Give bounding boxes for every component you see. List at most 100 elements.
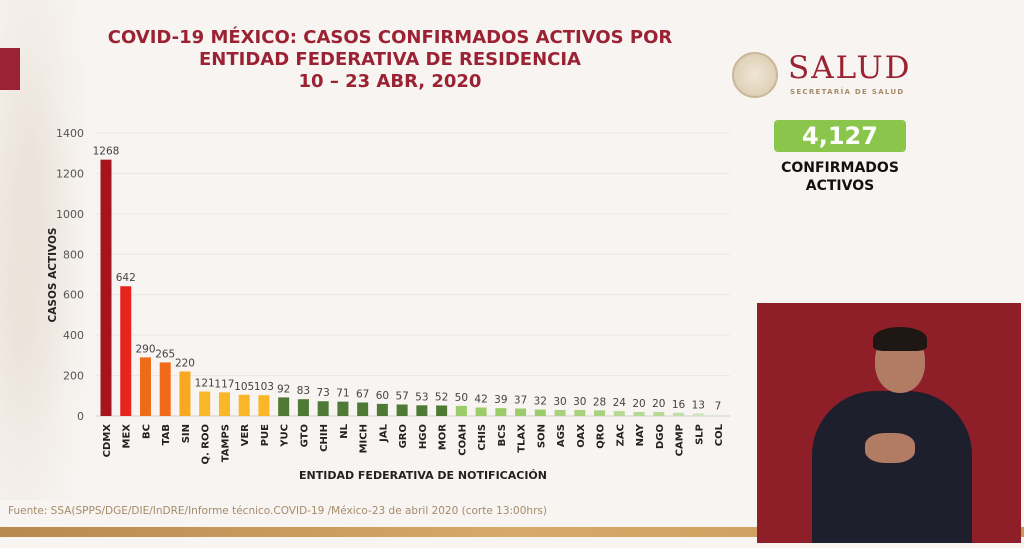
x-axis-label: ENTIDAD FEDERATIVA DE NOTIFICACIÓN	[299, 469, 547, 482]
x-tick-label: NL	[339, 423, 350, 438]
y-tick-label: 1000	[56, 208, 84, 221]
x-tick-label: ZAC	[615, 424, 626, 446]
bar-gto	[297, 399, 309, 416]
x-tick-label: GTO	[299, 424, 310, 447]
bar-nay	[633, 411, 645, 416]
x-tick-label: SLP	[694, 424, 705, 445]
total-label-line-2: ACTIVOS	[805, 178, 875, 194]
x-tick-label: HGO	[418, 424, 429, 449]
x-tick-label: SON	[536, 424, 547, 448]
value-label: 83	[297, 385, 310, 397]
x-tick-label: GRO	[398, 424, 409, 448]
value-label: 290	[135, 343, 155, 355]
x-tick-label: CDMX	[102, 424, 113, 458]
bar-tab	[159, 362, 171, 416]
bar-bc	[139, 357, 151, 416]
interpreter-hands	[865, 433, 915, 463]
logo-name: SALUD	[788, 50, 912, 86]
bar-jal	[376, 403, 388, 416]
x-tick-label: NAY	[635, 423, 646, 446]
source-note: Fuente: SSA(SPPS/DGE/DIE/InDRE/Informe t…	[8, 505, 547, 517]
value-label: 57	[395, 390, 408, 402]
x-axis-ticks: CDMX MEX BC TAB SIN Q. ROO TAMPS VER PUE YUC GTO CH…	[102, 423, 725, 464]
value-label: 28	[593, 396, 606, 408]
x-tick-label: AGS	[556, 424, 567, 447]
x-tick-label: CHIH	[319, 424, 330, 452]
value-label: 52	[435, 391, 448, 403]
y-tick-label: 800	[63, 248, 84, 261]
grid-lines	[96, 132, 730, 417]
x-tick-label: CAMP	[675, 424, 686, 456]
x-tick-label: VER	[240, 424, 251, 447]
bar-hgo	[416, 405, 428, 416]
bar-son	[534, 409, 546, 416]
bar-bcs	[495, 408, 507, 416]
bottom-decorative-strip	[0, 527, 1024, 537]
total-label-line-1: CONFIRMADOS	[781, 160, 899, 176]
bar-ags	[554, 409, 566, 416]
x-tick-label: MEX	[122, 424, 133, 449]
y-tick-label: 1200	[56, 167, 84, 180]
value-label: 20	[632, 398, 645, 410]
salud-logo: SALUD SECRETARÍA DE SALUD	[730, 50, 930, 102]
value-label: 50	[455, 392, 468, 404]
value-label: 37	[514, 395, 527, 407]
bar-sin	[179, 371, 191, 416]
x-tick-label: COAH	[457, 424, 468, 456]
value-label: 60	[376, 390, 389, 402]
value-label: 39	[494, 394, 507, 406]
bar-mor	[436, 405, 448, 416]
bar-yuc	[278, 397, 290, 416]
y-tick-label: 0	[77, 410, 84, 423]
value-label: 265	[155, 348, 175, 360]
value-label: 24	[613, 397, 627, 409]
bar-camp	[673, 412, 685, 416]
bars	[100, 159, 724, 416]
x-tick-label: BC	[141, 424, 152, 439]
x-tick-label: SIN	[181, 424, 192, 443]
logo-subtitle: SECRETARÍA DE SALUD	[790, 88, 905, 96]
value-label: 67	[356, 388, 369, 400]
value-label: 13	[692, 399, 705, 411]
title-line-2: ENTIDAD FEDERATIVA DE RESIDENCIA	[199, 49, 581, 70]
x-tick-label: MICH	[359, 424, 370, 453]
value-label: 1268	[93, 146, 120, 158]
value-label: 92	[277, 383, 290, 395]
bar-qro	[594, 410, 606, 416]
value-label: 220	[175, 358, 195, 370]
y-tick-label: 400	[63, 329, 84, 342]
bar-ver	[238, 394, 250, 416]
brand-accent-bar	[0, 48, 20, 90]
value-label: 16	[672, 399, 686, 411]
value-label: 20	[652, 398, 665, 410]
y-tick-label: 200	[63, 370, 84, 383]
bar-col	[712, 414, 724, 416]
x-tick-label: TAB	[161, 424, 172, 445]
x-tick-label: OAX	[576, 424, 587, 448]
value-label: 30	[573, 396, 586, 408]
value-label: 71	[336, 388, 349, 400]
page-title: COVID-19 MÉXICO: CASOS CONFIRMADOS ACTIV…	[80, 27, 700, 93]
bar-gro	[396, 404, 408, 416]
y-tick-label: 600	[63, 289, 84, 302]
x-tick-label: YUC	[280, 424, 291, 448]
y-axis-label: CASOS ACTIVOS	[47, 228, 59, 323]
y-tick-label: 1400	[56, 127, 84, 140]
x-tick-label: COL	[714, 423, 725, 446]
x-tick-label: CHIS	[477, 424, 488, 451]
value-label: 105	[234, 381, 254, 393]
value-label: 32	[534, 396, 547, 408]
total-label: CONFIRMADOS ACTIVOS	[760, 159, 920, 195]
total-value-badge: 4,127	[774, 120, 906, 152]
x-tick-label: Q. ROO	[201, 424, 212, 464]
bar-mex	[120, 286, 132, 416]
bar-chis	[475, 407, 487, 416]
bar-mich	[357, 402, 369, 416]
bar-zac	[613, 411, 625, 416]
x-tick-label: TLAX	[517, 424, 528, 453]
title-line-3: 10 – 23 ABR, 2020	[298, 71, 482, 92]
x-tick-label: MOR	[438, 424, 449, 450]
bar-pue	[258, 395, 270, 416]
